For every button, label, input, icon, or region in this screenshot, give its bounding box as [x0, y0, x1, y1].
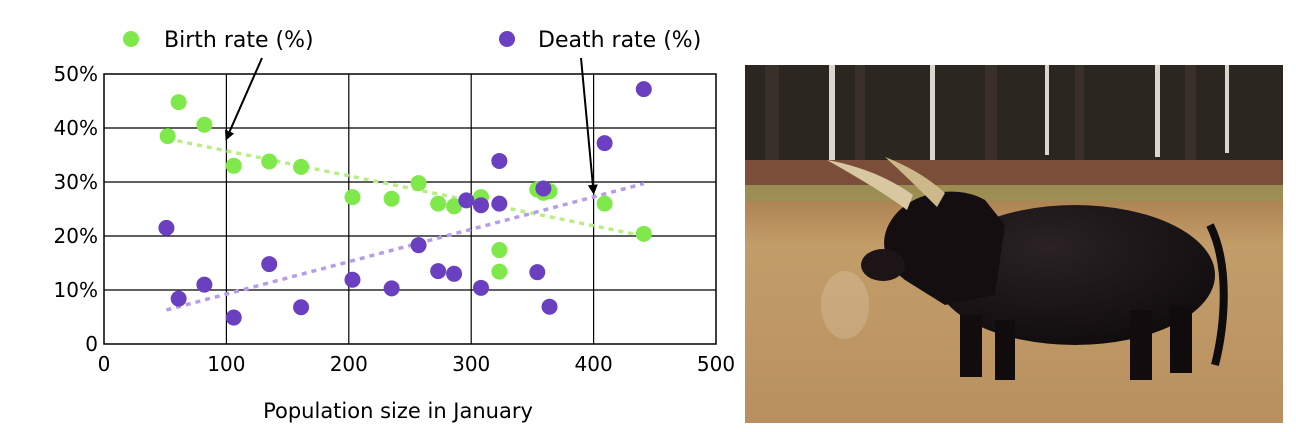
legend-marker-birth-rate	[123, 31, 139, 47]
data-point-death-rate	[541, 298, 558, 315]
x-tick-label: 500	[697, 352, 735, 376]
x-tick-label: 0	[98, 352, 111, 376]
data-point-birth-rate	[410, 175, 427, 192]
data-point-death-rate	[635, 81, 652, 98]
data-point-death-rate	[430, 263, 447, 280]
annotation-arrow-death-rate	[580, 57, 598, 195]
bull-photo	[745, 65, 1283, 423]
x-axis-ticks: 0 100 200 300 400 500	[98, 352, 735, 376]
x-tick-label: 300	[452, 352, 490, 376]
data-point-birth-rate	[635, 225, 652, 242]
legend-label-death-rate: Death rate (%)	[538, 28, 701, 53]
data-point-death-rate	[529, 264, 546, 281]
data-point-death-rate	[170, 290, 187, 307]
data-point-birth-rate	[170, 94, 187, 111]
legend-label-birth-rate: Birth rate (%)	[164, 28, 314, 53]
data-point-death-rate	[472, 197, 489, 214]
trend-line-death-rate	[165, 181, 645, 312]
data-point-death-rate	[261, 256, 278, 273]
data-point-birth-rate	[596, 195, 613, 212]
data-point-death-rate	[196, 276, 213, 293]
x-tick-label: 200	[330, 352, 368, 376]
y-tick-label: 40%	[54, 116, 98, 140]
x-tick-label: 100	[207, 352, 245, 376]
data-points	[158, 81, 652, 326]
data-point-birth-rate	[491, 263, 508, 280]
data-point-death-rate	[158, 219, 175, 236]
data-point-birth-rate	[261, 153, 278, 170]
data-point-birth-rate	[196, 116, 213, 133]
y-tick-label: 30%	[54, 170, 98, 194]
data-point-death-rate	[472, 279, 489, 296]
y-tick-label: 50%	[54, 62, 98, 86]
data-point-birth-rate	[293, 158, 310, 175]
data-point-death-rate	[344, 271, 361, 288]
data-point-birth-rate	[491, 242, 508, 259]
y-axis-ticks: 0 10% 20% 30% 40% 50%	[54, 62, 98, 356]
data-point-death-rate	[491, 152, 508, 169]
data-point-death-rate	[596, 135, 613, 152]
data-point-death-rate	[491, 195, 508, 212]
bull-illustration	[745, 65, 1283, 423]
trend-line-birth-rate	[167, 137, 645, 238]
data-point-death-rate	[410, 237, 427, 254]
trend-lines	[165, 137, 645, 312]
scatter-chart: 0 100 200 300 400 500 0 10% 20% 30% 40% 50% Popula…	[54, 28, 736, 423]
data-point-birth-rate	[159, 128, 176, 145]
data-point-death-rate	[446, 265, 463, 282]
data-point-birth-rate	[344, 189, 361, 206]
data-point-death-rate	[535, 180, 552, 197]
data-point-death-rate	[225, 309, 242, 326]
x-tick-label: 400	[575, 352, 613, 376]
data-point-death-rate	[293, 299, 310, 316]
data-point-birth-rate	[430, 195, 447, 212]
legend-marker-death-rate	[499, 31, 515, 47]
x-axis-title: Population size in January	[263, 399, 533, 423]
data-point-birth-rate	[383, 190, 400, 207]
data-point-birth-rate	[446, 198, 463, 215]
y-tick-label: 20%	[54, 224, 98, 248]
y-tick-label: 10%	[54, 278, 98, 302]
y-tick-label: 0	[85, 332, 98, 356]
annotation-arrow-birth-rate	[225, 57, 263, 141]
legend: Birth rate (%) Death rate (%)	[123, 28, 701, 53]
data-point-death-rate	[458, 192, 475, 209]
data-point-birth-rate	[225, 157, 242, 174]
data-point-death-rate	[383, 280, 400, 297]
